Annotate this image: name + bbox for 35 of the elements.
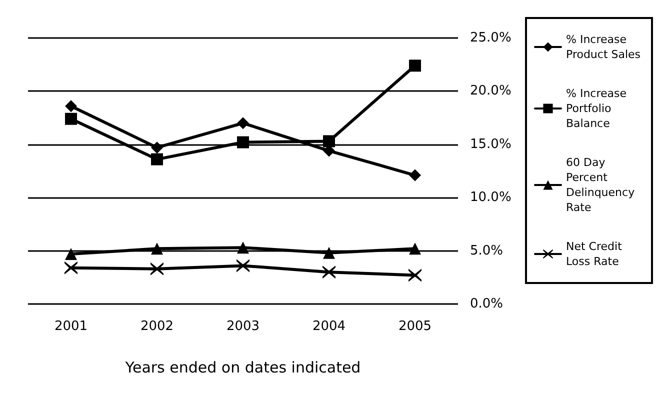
point [409,60,421,72]
legend-label: Net Credit Loss Rate [566,240,626,268]
y-tick-label: 25.0% [470,30,512,46]
point [237,242,249,254]
point [65,100,77,112]
point [236,259,250,272]
legend-label: % Increase Portfolio Balance [566,87,630,130]
point [409,169,421,182]
y-tick-label: 10.0% [470,190,512,206]
point [64,261,78,274]
point [151,242,163,255]
point [323,246,335,259]
x-tick-label: 2001 [54,319,88,334]
y-tick-label: 20.0% [470,84,512,99]
point [65,248,77,260]
point [408,268,422,282]
x-tick-label: 2002 [140,319,174,334]
point [322,266,336,279]
legend-label: % Increase Product Sales [566,33,641,61]
legend-label: 60 Day Percent Delinquency Rate [566,156,638,214]
point [151,153,163,166]
x-tick-label: 2004 [312,319,346,334]
point [237,136,249,148]
x-tick-label: 2005 [398,319,432,334]
point [150,262,164,276]
y-tick-label: 0.0% [470,296,504,312]
point [323,135,335,148]
point [151,142,163,154]
point [237,117,249,130]
x-tick-label: 2003 [226,319,260,334]
point [65,112,77,125]
point [409,242,421,255]
y-tick-label: 15.0% [470,136,512,152]
y-tick-label: 5.0% [470,243,504,258]
x-axis-title: Years ended on dates indicated [124,358,361,376]
